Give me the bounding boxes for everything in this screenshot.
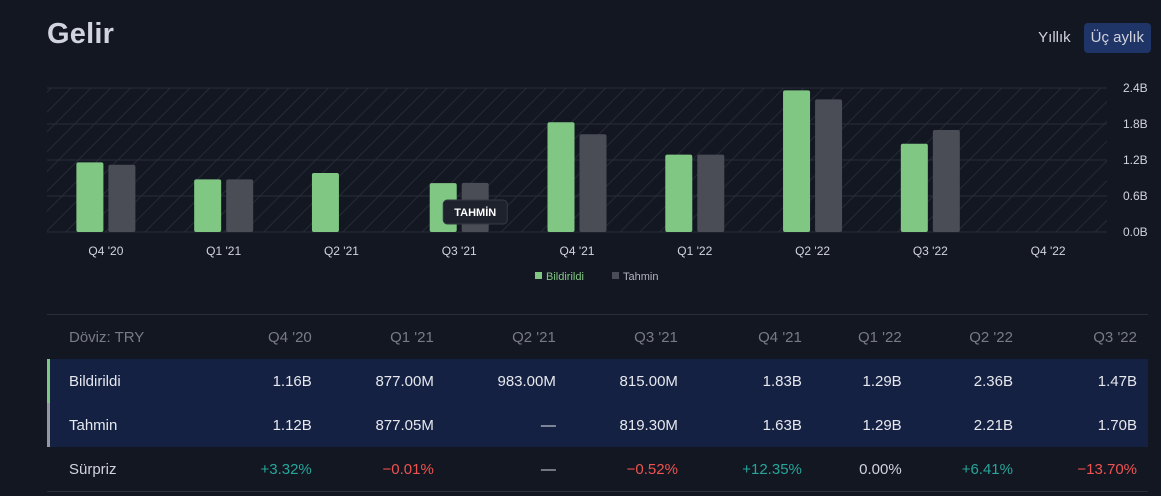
reported-bar xyxy=(665,154,693,232)
reported-bar xyxy=(783,90,811,233)
table-cell: 1.29B xyxy=(862,372,902,390)
x-tick-label: Q2 '22 xyxy=(795,244,830,258)
estimate-bar xyxy=(815,99,843,233)
column-header: Q2 '22 xyxy=(969,328,1013,346)
table-cell: 877.00M xyxy=(375,372,434,390)
estimate-bar xyxy=(932,130,960,232)
x-tick-label: Q2 '21 xyxy=(324,244,359,258)
reported-bar xyxy=(547,122,575,232)
table-cell: −0.01% xyxy=(382,460,434,478)
period-toggle: Yıllık Üç aylık xyxy=(1031,23,1151,53)
table-cell: 819.30M xyxy=(619,416,678,434)
estimate-bar xyxy=(579,134,607,232)
legend-swatch-estimate xyxy=(612,272,619,279)
table-cell: −13.70% xyxy=(1077,460,1137,478)
x-tick-label: Q3 '21 xyxy=(442,244,477,258)
table-cell: — xyxy=(540,460,556,478)
revenue-table: Döviz: TRY Q4 '20 Q1 '21 Q2 '21 Q3 '21 Q… xyxy=(47,314,1148,492)
table-cell: 0.00% xyxy=(859,460,902,478)
table-cell: 983.00M xyxy=(497,372,556,390)
reported-bar xyxy=(76,162,104,232)
table-cell: 2.36B xyxy=(973,372,1013,390)
table-cell: 1.63B xyxy=(762,416,802,434)
table-cell: 815.00M xyxy=(619,372,678,390)
estimate-bar xyxy=(108,164,136,232)
table-cell: 1.70B xyxy=(1097,416,1137,434)
table-cell: 2.21B xyxy=(973,416,1013,434)
row-label: Bildirildi xyxy=(47,359,211,403)
revenue-table-container: Döviz: TRY Q4 '20 Q1 '21 Q2 '21 Q3 '21 Q… xyxy=(47,314,1148,492)
x-tick-label: Q1 '21 xyxy=(206,244,241,258)
x-tick-label: Q4 '20 xyxy=(88,244,123,258)
x-tick-label: Q4 '21 xyxy=(560,244,595,258)
legend-swatch-reported xyxy=(535,272,542,279)
y-tick-label: 2.4B xyxy=(1123,81,1148,95)
column-header: Q3 '22 xyxy=(1093,328,1137,346)
table-cell: — xyxy=(540,416,556,434)
column-header: Q3 '21 xyxy=(634,328,678,346)
x-tick-label: Q3 '22 xyxy=(913,244,948,258)
table-header-row: Döviz: TRY Q4 '20 Q1 '21 Q2 '21 Q3 '21 Q… xyxy=(47,314,1148,360)
column-header: Q1 '22 xyxy=(857,328,902,346)
row-label: Sürpriz xyxy=(69,460,117,478)
estimate-bar xyxy=(697,154,725,232)
y-tick-label: 0.6B xyxy=(1123,189,1148,203)
reported-bar xyxy=(311,173,339,232)
page-title: Gelir xyxy=(47,18,115,50)
surprise-row: Sürpriz +3.32% −0.01% — −0.52% +12.35% 0… xyxy=(47,447,1148,492)
legend-label-estimate: Tahmin xyxy=(623,271,658,283)
tooltip-label: TAHMİN xyxy=(454,206,496,219)
column-header: Q1 '21 xyxy=(390,328,434,346)
table-cell: 1.83B xyxy=(762,372,802,390)
column-header: Q4 '20 xyxy=(268,328,312,346)
currency-label: Döviz: TRY xyxy=(69,328,145,346)
annual-toggle-button[interactable]: Yıllık xyxy=(1038,29,1071,46)
revenue-chart: 0.0B 0.6B 1.2B 1.8B 2.4B Q4 '20 Q1 '21 Q2 '21 Q3… xyxy=(47,81,1148,283)
table-cell: +3.32% xyxy=(260,460,312,478)
x-tick-label: Q1 '22 xyxy=(677,244,712,258)
reported-bar xyxy=(900,143,928,232)
table-cell: 1.47B xyxy=(1097,372,1137,390)
table-cell: 1.12B xyxy=(272,416,312,434)
reported-row: Bildirildi 1.16B 877.00M 983.00M 815.00M… xyxy=(47,359,1148,403)
table-cell: 1.16B xyxy=(272,372,312,390)
y-tick-label: 1.8B xyxy=(1123,117,1148,131)
column-header: Q2 '21 xyxy=(512,328,556,346)
y-tick-label: 1.2B xyxy=(1123,153,1148,167)
y-tick-label: 0.0B xyxy=(1123,225,1148,239)
estimate-bar xyxy=(226,179,254,232)
estimate-row: Tahmin 1.12B 877.05M — 819.30M 1.63B 1.2… xyxy=(47,403,1148,447)
reported-bar xyxy=(194,179,222,232)
x-tick-label: Q4 '22 xyxy=(1031,244,1066,258)
quarterly-toggle-button[interactable]: Üç aylık xyxy=(1083,23,1151,53)
row-label: Tahmin xyxy=(47,403,211,447)
bar-tooltip xyxy=(442,199,508,225)
table-cell: −0.52% xyxy=(626,460,678,478)
table-cell: +6.41% xyxy=(961,460,1013,478)
table-cell: 1.29B xyxy=(862,416,902,434)
column-header: Q4 '21 xyxy=(758,328,802,346)
table-cell: 877.05M xyxy=(375,416,434,434)
table-cell: +12.35% xyxy=(742,460,802,478)
legend-label-reported: Bildirildi xyxy=(546,271,584,283)
